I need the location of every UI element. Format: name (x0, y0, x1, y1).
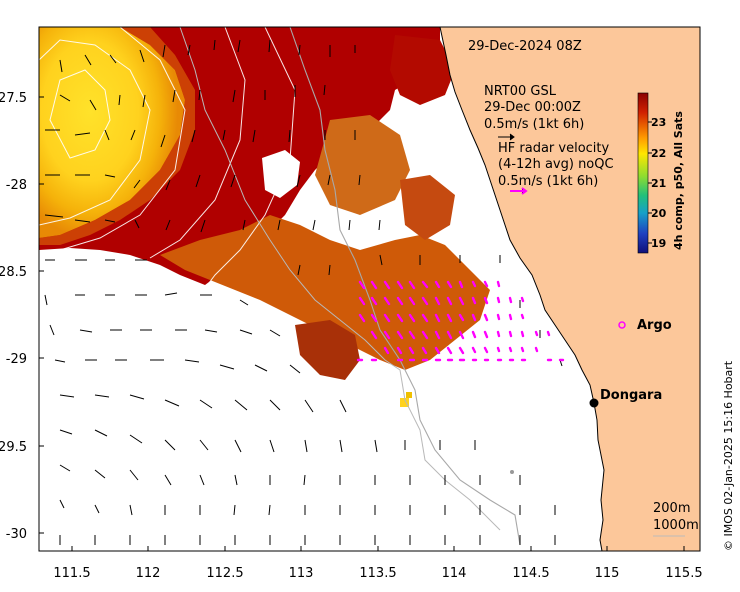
colorbar (637, 92, 649, 254)
colorbar-tick-label: 20 (651, 207, 667, 220)
y-tick-label: -29 (6, 352, 27, 367)
sst-pixel (406, 392, 412, 398)
sst-mid-region-2 (295, 320, 360, 380)
sst-mid-region (160, 215, 490, 370)
x-tick-label: 111.5 (53, 566, 90, 581)
x-tick-label: 112.5 (206, 566, 243, 581)
bathymetry-1000m (179, 27, 501, 531)
colorbar-tick-label: 22 (651, 147, 666, 160)
x-tick-label: 115.5 (665, 566, 702, 581)
gsl-time-label: 29-Dec 00:00Z (484, 100, 581, 115)
argo-label: Argo (637, 318, 672, 333)
x-axis-labels: 111.5 112 112.5 113 113.5 114 114.5 115 … (53, 566, 702, 581)
contour-200m-label: 200m (653, 501, 690, 516)
sst-hot-region (39, 27, 185, 238)
y-tick-label: 28.5 (0, 265, 27, 280)
sst-warm-region-2 (390, 35, 455, 105)
argo-float-marker[interactable] (618, 321, 626, 329)
y-tick-label: -30 (6, 527, 27, 542)
colorbar-ticks (648, 121, 652, 244)
x-tick-label: 115 (595, 566, 620, 581)
timestamp-label: 29-Dec-2024 08Z (468, 39, 582, 54)
hf-radar-arrows (356, 280, 565, 362)
plot-frame (38, 26, 701, 552)
land-western-australia (439, 27, 700, 551)
bathymetry-200m (289, 27, 521, 546)
x-tick-label: 112 (136, 566, 161, 581)
y-tick-label: 29.5 (0, 440, 27, 455)
credit-label: © IMOS 02-Jan-2025 15:16 Hobart (722, 360, 735, 551)
cloud-gap (262, 150, 300, 198)
y-axis-ticks (39, 96, 44, 534)
x-tick-label: 113 (289, 566, 314, 581)
hf-scale-label: 0.5m/s (1kt 6h) (498, 174, 598, 189)
x-axis-ticks (71, 546, 685, 551)
marker-dot (510, 470, 514, 474)
y-axis-labels: 27.5 -28 28.5 -29 29.5 -30 (0, 91, 27, 542)
sst-mid-region-3 (315, 115, 410, 215)
sst-mid-region-4 (400, 175, 455, 240)
contour-1000m-label: 1000m (653, 518, 699, 533)
colorbar-tick-label: 21 (651, 177, 666, 190)
hf-sub-label: (4-12h avg) noQC (498, 157, 614, 172)
gsl-velocity-arrows (44, 39, 563, 545)
colorbar-tick-label: 19 (651, 237, 666, 250)
x-tick-label: 114.5 (512, 566, 549, 581)
dongara-label: Dongara (600, 388, 662, 403)
colorbar-title: 4h comp, p50, All Sats (672, 111, 685, 250)
hf-title-label: HF radar velocity (498, 141, 610, 156)
sst-hot-orange-edge (39, 27, 195, 245)
colorbar-tick-label: 23 (651, 116, 666, 129)
dongara-marker[interactable] (589, 398, 599, 408)
gsl-scale-label: 0.5m/s (1kt 6h) (484, 117, 584, 132)
gsl-title-label: NRT00 GSL (484, 84, 557, 99)
hf-scale-arrow (510, 187, 528, 195)
gsl-scale-arrow (498, 133, 515, 141)
sst-pixel (400, 398, 409, 407)
y-tick-label: 27.5 (0, 91, 27, 106)
x-tick-label: 113.5 (359, 566, 396, 581)
y-tick-label: -28 (6, 178, 27, 193)
x-tick-label: 114 (442, 566, 467, 581)
